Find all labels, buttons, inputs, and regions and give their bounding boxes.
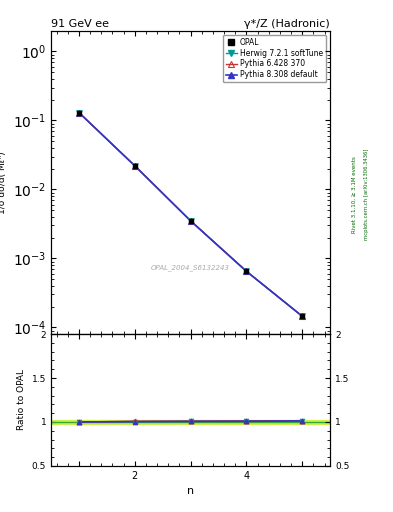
Bar [51, 420, 330, 424]
Text: OPAL_2004_S6132243: OPAL_2004_S6132243 [151, 264, 230, 271]
Legend: OPAL, Herwig 7.2.1 softTune, Pythia 6.428 370, Pythia 8.308 default: OPAL, Herwig 7.2.1 softTune, Pythia 6.42… [222, 34, 326, 82]
Text: Rivet 3.1.10, ≥ 3.1M events: Rivet 3.1.10, ≥ 3.1M events [352, 156, 357, 233]
Y-axis label: Ratio to OPAL: Ratio to OPAL [17, 370, 26, 431]
Text: γ*/Z (Hadronic): γ*/Z (Hadronic) [244, 18, 330, 29]
Text: mcplots.cern.ch [arXiv:1306.3436]: mcplots.cern.ch [arXiv:1306.3436] [364, 149, 369, 240]
Y-axis label: 1/σ dσ/d( Mℓⁿ): 1/σ dσ/d( Mℓⁿ) [0, 151, 7, 214]
Text: 91 GeV ee: 91 GeV ee [51, 18, 109, 29]
X-axis label: n: n [187, 486, 194, 496]
